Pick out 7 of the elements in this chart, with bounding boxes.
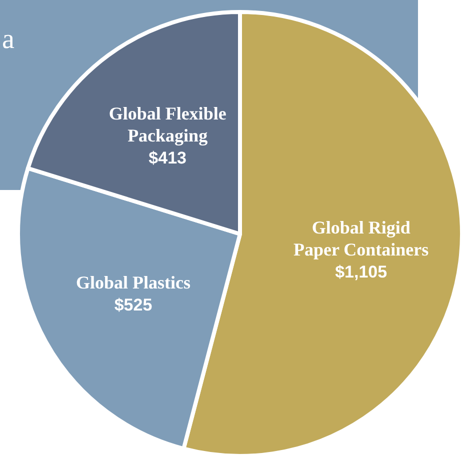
data-label: $1,105 — [335, 262, 388, 282]
text: a — [2, 24, 15, 55]
slice-label: Global Flexible Packaging — [108, 104, 226, 146]
data-label: $413 — [148, 148, 186, 168]
data-label: $525 — [114, 295, 152, 314]
slice-label: Global Plastics — [76, 272, 190, 292]
slice-label: Global Rigid Paper Containers — [294, 218, 429, 260]
